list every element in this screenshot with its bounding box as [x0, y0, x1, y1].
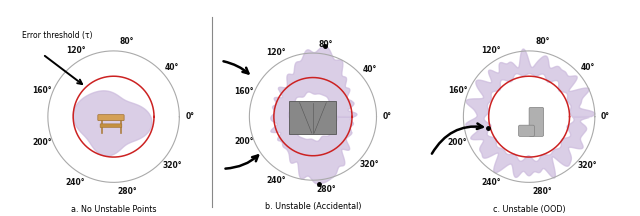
Bar — [289, 101, 337, 134]
Text: b. Unstable (Accidental): b. Unstable (Accidental) — [265, 202, 361, 211]
Text: 0°: 0° — [186, 112, 195, 121]
Text: 200°: 200° — [234, 137, 253, 146]
FancyBboxPatch shape — [518, 125, 534, 136]
Polygon shape — [73, 91, 152, 156]
FancyBboxPatch shape — [529, 107, 543, 136]
Text: 120°: 120° — [481, 46, 500, 55]
Text: 240°: 240° — [266, 176, 286, 185]
Text: 320°: 320° — [360, 160, 379, 168]
Text: 280°: 280° — [117, 187, 137, 196]
Text: 0°: 0° — [601, 112, 610, 121]
Text: 200°: 200° — [448, 138, 467, 147]
Text: 80°: 80° — [535, 37, 550, 46]
Text: 120°: 120° — [66, 46, 85, 55]
Text: 40°: 40° — [362, 65, 376, 74]
Text: 320°: 320° — [578, 161, 597, 170]
Polygon shape — [271, 46, 357, 184]
Text: 320°: 320° — [163, 161, 182, 170]
Text: 120°: 120° — [266, 48, 286, 57]
FancyBboxPatch shape — [100, 124, 122, 127]
Text: 160°: 160° — [234, 87, 253, 96]
Text: a. No Unstable Points: a. No Unstable Points — [71, 205, 156, 214]
Text: Error threshold (τ): Error threshold (τ) — [22, 31, 92, 40]
Text: 280°: 280° — [316, 185, 335, 194]
Text: 160°: 160° — [32, 86, 52, 95]
Text: 40°: 40° — [580, 63, 595, 72]
Bar — [120, 120, 122, 133]
Text: 40°: 40° — [165, 63, 179, 72]
Bar — [100, 120, 102, 133]
Text: 280°: 280° — [532, 187, 552, 196]
Polygon shape — [466, 49, 595, 178]
Text: 80°: 80° — [120, 37, 134, 46]
FancyBboxPatch shape — [98, 115, 124, 121]
Text: 0°: 0° — [382, 112, 391, 121]
Text: 240°: 240° — [481, 178, 500, 187]
Text: 80°: 80° — [319, 40, 333, 49]
Text: 200°: 200° — [32, 138, 52, 147]
Text: 240°: 240° — [66, 178, 85, 187]
Text: 160°: 160° — [448, 86, 467, 95]
Text: c. Unstable (OOD): c. Unstable (OOD) — [493, 205, 565, 214]
